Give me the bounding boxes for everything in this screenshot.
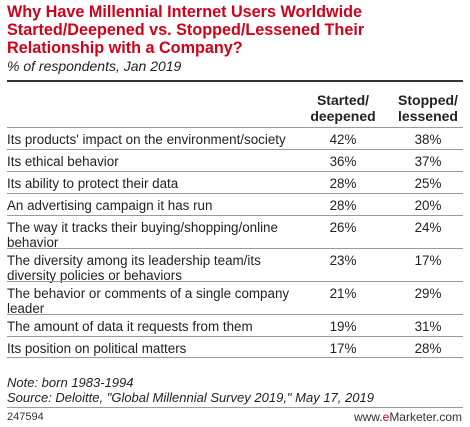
value-stopped: 31%	[414, 319, 442, 334]
value-stopped: 28%	[414, 341, 442, 356]
value-stopped: 20%	[414, 198, 442, 213]
value-started: 23%	[329, 253, 357, 268]
row-label: The behavior or comments of a single com…	[7, 286, 290, 316]
column-header-stopped: Stopped/ lessened	[398, 92, 458, 124]
chart-subtitle: % of respondents, Jan 2019	[7, 58, 182, 74]
row-label: Its position on political matters	[7, 341, 187, 356]
value-stopped: 38%	[414, 132, 442, 147]
value-stopped: 37%	[414, 154, 442, 169]
row-label: The way it tracks their buying/shopping/…	[7, 220, 278, 250]
table-row: Its ethical behavior 36% 37%	[7, 149, 463, 171]
source-text: Source: Deloitte, "Global Millennial Sur…	[7, 390, 374, 405]
row-label: An advertising campaign it has run	[7, 198, 213, 213]
table-row: The way it tracks their buying/shopping/…	[7, 215, 463, 250]
value-stopped: 29%	[414, 286, 442, 301]
bottom-rule	[7, 407, 463, 408]
table-row: The diversity among its leadership team/…	[7, 248, 463, 283]
value-started: 28%	[329, 198, 357, 213]
value-started: 26%	[329, 220, 357, 235]
table-row: The amount of data it requests from them…	[7, 314, 463, 336]
value-stopped: 17%	[414, 253, 442, 268]
value-started: 21%	[329, 286, 357, 301]
table-row: Its ability to protect their data 28% 25%	[7, 171, 463, 193]
value-stopped: 25%	[414, 176, 442, 191]
row-label: Its ability to protect their data	[7, 176, 179, 191]
top-rule	[7, 80, 463, 82]
row-label: The amount of data it requests from them	[7, 319, 253, 334]
value-started: 36%	[329, 154, 357, 169]
value-started: 19%	[329, 319, 357, 334]
table-row: The behavior or comments of a single com…	[7, 281, 463, 316]
brand-prefix: www.	[353, 410, 383, 424]
brand-logo: www.eMarketer.com	[354, 410, 462, 424]
data-table: Its products' impact on the environment/…	[7, 127, 463, 358]
column-header-started: Started/ deepened	[310, 92, 376, 124]
row-label: Its ethical behavior	[7, 154, 119, 169]
table-row: Its products' impact on the environment/…	[7, 127, 463, 149]
value-started: 28%	[329, 176, 357, 191]
row-label: Its products' impact on the environment/…	[7, 132, 286, 147]
value-stopped: 24%	[414, 220, 442, 235]
footnote: Note: born 1983-1994 Source: Deloitte, "…	[7, 375, 374, 405]
value-started: 17%	[329, 341, 357, 356]
note-text: Note: born 1983-1994	[7, 375, 134, 390]
chart-title: Why Have Millennial Internet Users World…	[7, 3, 365, 57]
table-row: An advertising campaign it has run 28% 20%	[7, 193, 463, 215]
brand-e: e	[382, 410, 390, 424]
row-label: The diversity among its leadership team/…	[7, 253, 261, 283]
table-row: Its position on political matters 17% 28%	[7, 336, 463, 358]
value-started: 42%	[329, 132, 357, 147]
brand-suffix: Marketer.com	[389, 410, 462, 424]
chart-id: 247594	[7, 411, 44, 423]
